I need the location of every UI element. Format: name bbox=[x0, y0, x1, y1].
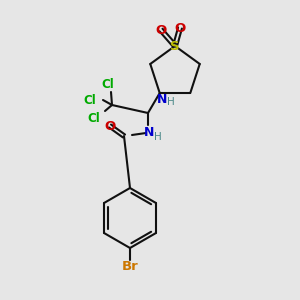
Text: O: O bbox=[155, 23, 167, 37]
Text: O: O bbox=[174, 22, 186, 34]
Text: Br: Br bbox=[122, 260, 138, 272]
Text: Cl: Cl bbox=[102, 79, 114, 92]
Text: H: H bbox=[154, 132, 162, 142]
Text: Cl: Cl bbox=[88, 112, 100, 125]
Text: N: N bbox=[144, 127, 154, 140]
Text: Cl: Cl bbox=[84, 94, 96, 106]
Text: O: O bbox=[104, 119, 116, 133]
Text: H: H bbox=[167, 97, 175, 107]
Text: S: S bbox=[170, 40, 180, 52]
Text: N: N bbox=[157, 92, 167, 106]
